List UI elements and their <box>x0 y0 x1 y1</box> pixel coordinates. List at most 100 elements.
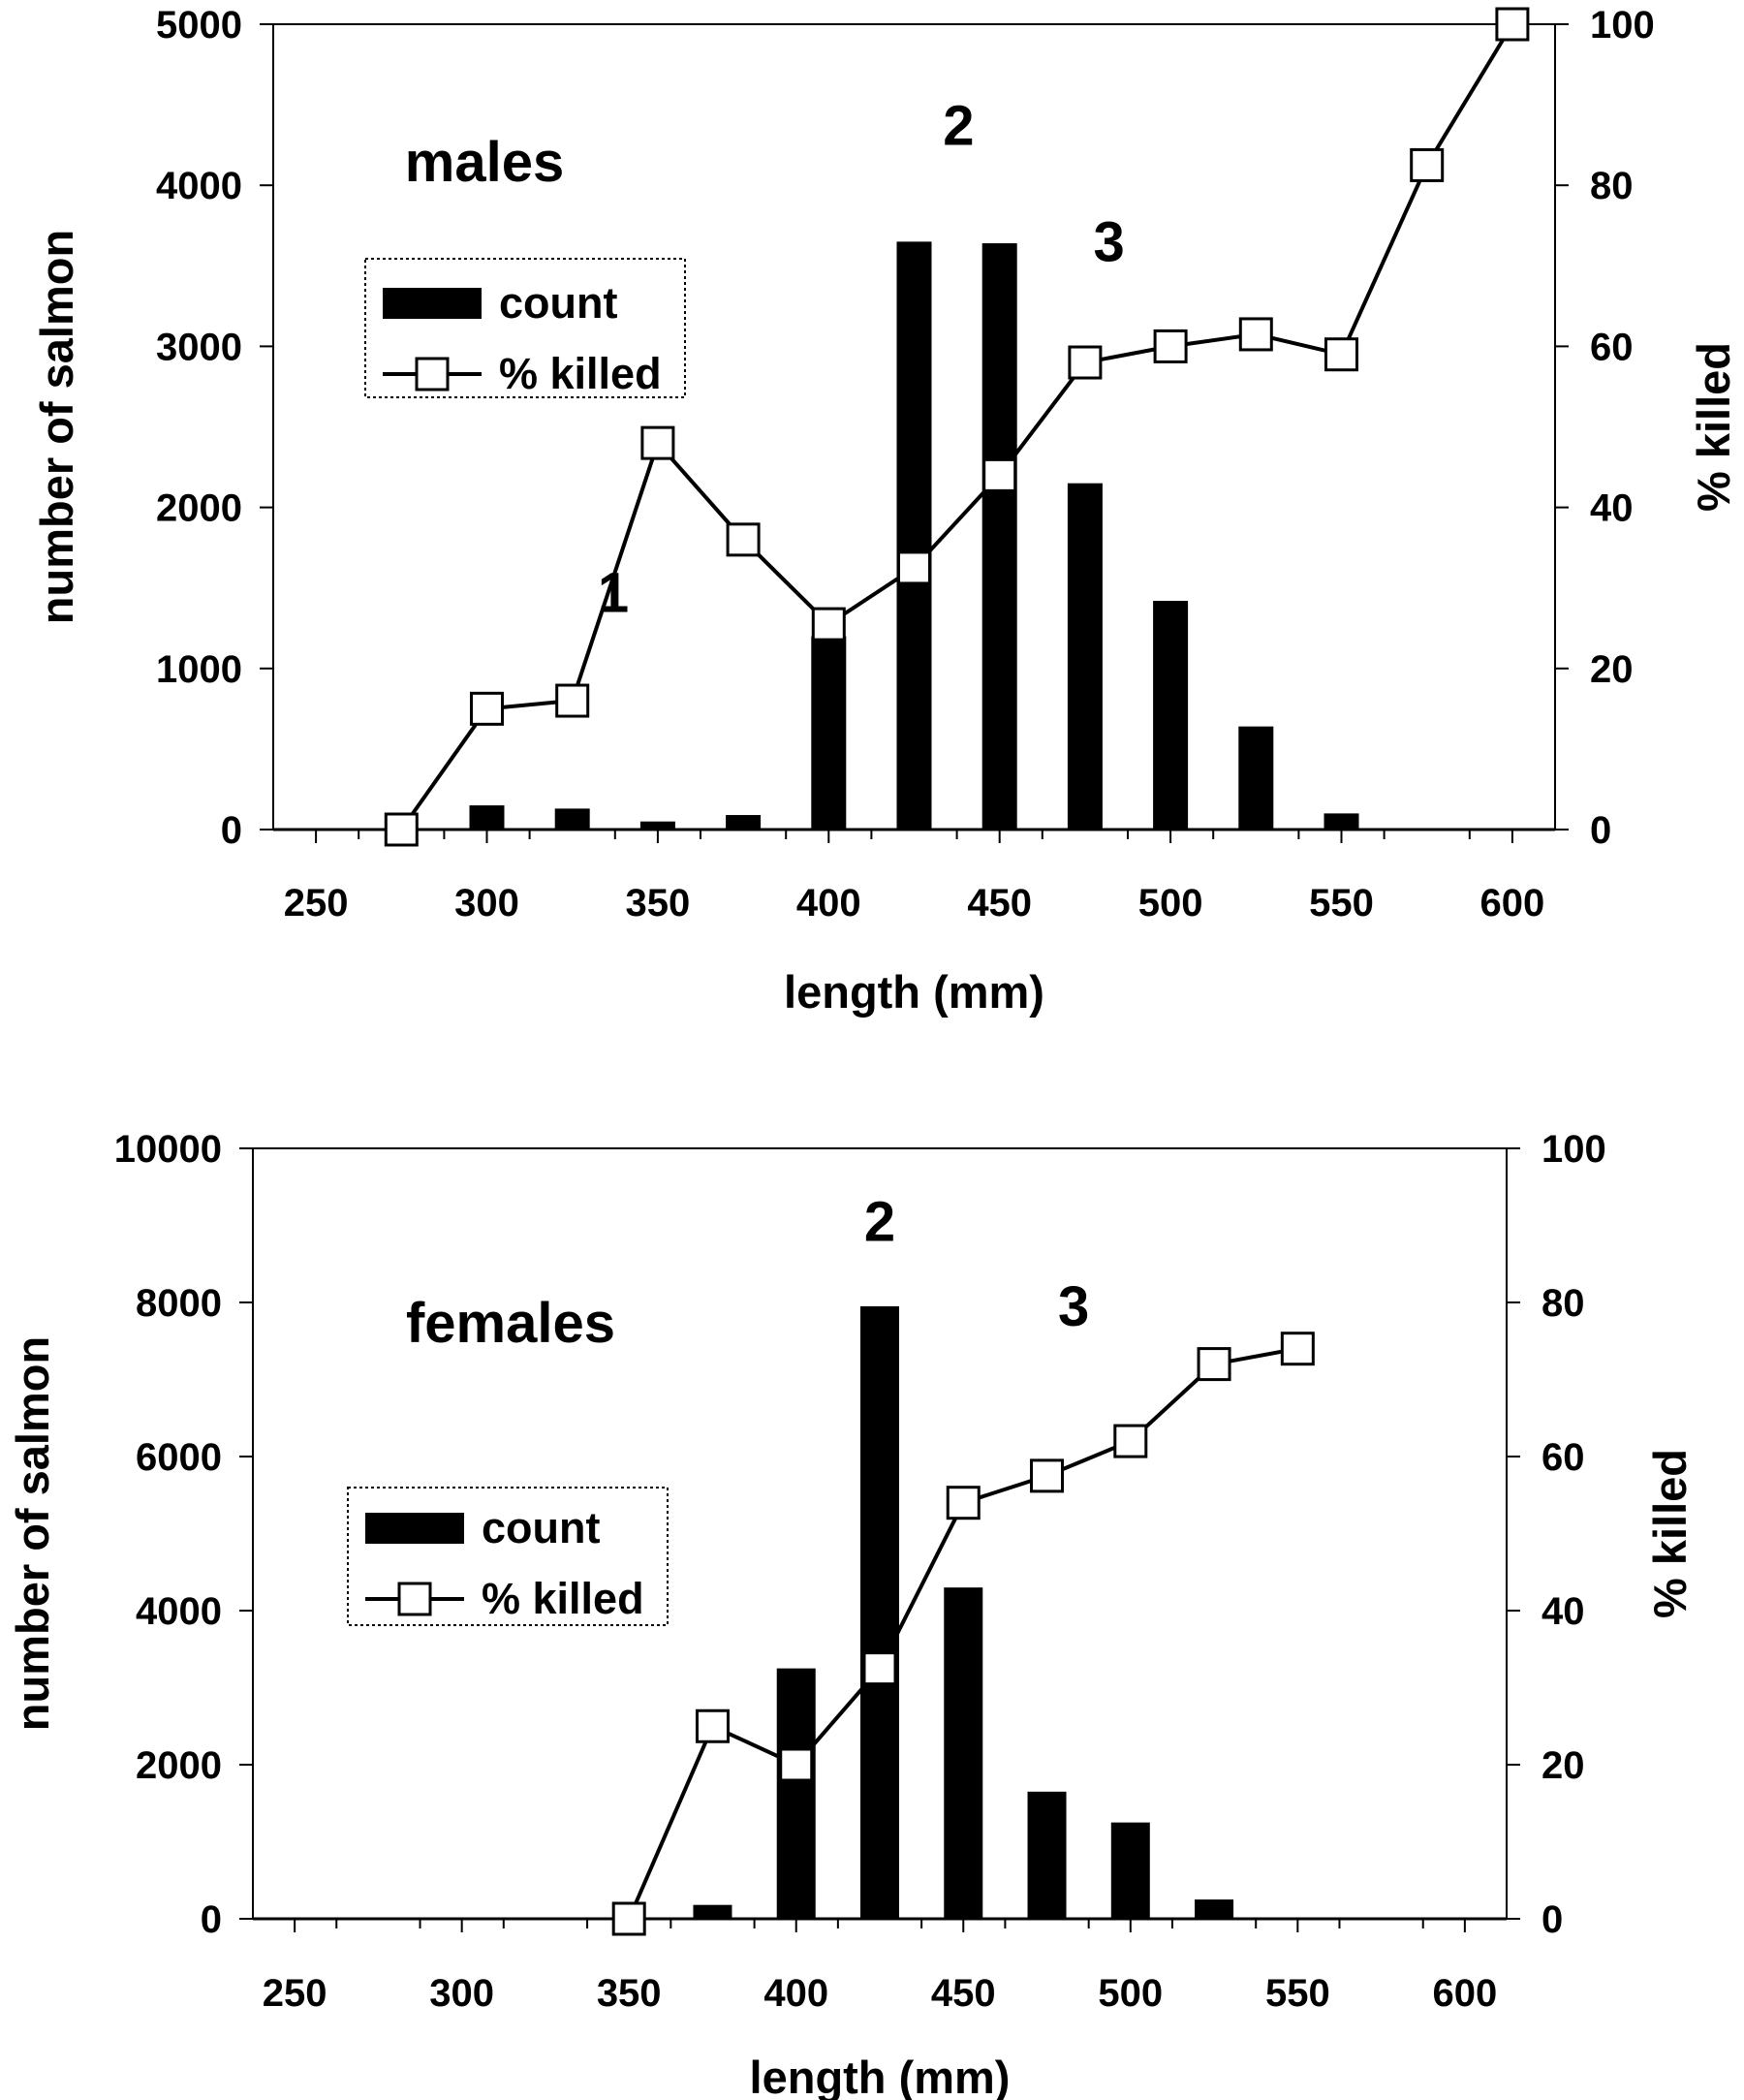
chart2-y-tick-label: 10000 <box>114 1128 222 1171</box>
chart2-killed-marker <box>1280 1332 1315 1366</box>
chart2-y2-tick-label: 80 <box>1542 1282 1585 1325</box>
chart1-x-tick-label: 250 <box>284 882 349 925</box>
chart2-x-tick-label: 500 <box>1098 1972 1163 2015</box>
chart1-bar <box>554 808 590 830</box>
chart1-bar <box>1238 726 1274 830</box>
chart2-x-tick-label: 250 <box>263 1972 327 2015</box>
chart1-killed-marker <box>1153 329 1188 363</box>
chart2-killed-marker <box>1197 1347 1231 1382</box>
chart1-bar <box>639 821 675 830</box>
chart2-bar <box>860 1305 899 1919</box>
chart2-x-tick-label: 350 <box>597 1972 662 2015</box>
chart1-killed-marker <box>1410 147 1445 182</box>
chart1-y2-tick-label: 60 <box>1590 326 1634 368</box>
chart2-legend-count-label: count <box>482 1503 600 1552</box>
chart1-x-tick-label: 450 <box>967 882 1032 925</box>
chart1-y-axis-title: number of salmon <box>31 230 82 624</box>
chart1-legend-count-label: count <box>499 278 617 328</box>
chart1-killed-marker <box>1495 7 1530 42</box>
chart2-x-tick-label: 400 <box>763 1972 828 2015</box>
chart1-y-tick-label: 5000 <box>156 4 242 47</box>
chart2-x-tick-label: 600 <box>1432 1972 1497 2015</box>
chart2-bar <box>1110 1822 1150 1919</box>
chart1-y-tick-label: 3000 <box>156 326 242 368</box>
chart1-x-tick-label: 550 <box>1309 882 1374 925</box>
chart1-killed-marker <box>640 425 675 460</box>
chart1-y-tick-label: 1000 <box>156 648 242 691</box>
chart2-region-label: 2 <box>864 1190 895 1253</box>
chart1-y2-axis-title: % killed <box>1688 342 1739 512</box>
chart2-killed-marker <box>1113 1424 1148 1458</box>
chart1-x-axis-title: length (mm) <box>784 966 1044 1018</box>
chart1-killed-marker <box>897 550 931 585</box>
chart2-killed-marker <box>779 1747 814 1782</box>
chart1-killed-marker <box>384 812 419 847</box>
chart1-killed-marker <box>811 607 846 642</box>
chart1-bar <box>896 241 932 830</box>
chart2-y2-axis-title: % killed <box>1644 1449 1696 1618</box>
chart1-y2-tick-label: 0 <box>1590 809 1611 852</box>
chart1-killed-marker <box>555 683 590 718</box>
chart1-killed-marker <box>982 457 1017 492</box>
chart2-y-axis-title: number of salmon <box>7 1336 58 1731</box>
chart1-bar <box>811 636 847 830</box>
chart2-y2-tick-label: 60 <box>1542 1436 1585 1479</box>
chart1-legend-bar-swatch <box>383 288 482 319</box>
chart2-panel-label: females <box>406 1292 615 1355</box>
chart1-bar <box>726 815 762 830</box>
chart2-y-tick-label: 0 <box>201 1898 222 1941</box>
chart2-bar <box>944 1587 983 1919</box>
chart1-x-tick-label: 600 <box>1480 882 1545 925</box>
chart2-y2-tick-label: 100 <box>1542 1128 1606 1171</box>
chart2-killed-marker <box>1030 1458 1065 1493</box>
chart2-y2-tick-label: 40 <box>1542 1590 1585 1633</box>
chart1-bar <box>981 243 1017 831</box>
chart1-region-label: 2 <box>943 95 974 158</box>
chart1-killed-marker <box>1068 345 1103 380</box>
chart2-y-tick-label: 2000 <box>136 1744 222 1787</box>
chart1-killed-marker <box>470 691 504 726</box>
chart1-y2-tick-label: 20 <box>1590 648 1634 691</box>
chart1-y-tick-label: 0 <box>221 809 242 852</box>
chart1-x-tick-label: 350 <box>626 882 691 925</box>
chart2-x-tick-label: 450 <box>931 1972 996 2015</box>
chart1-region-label: 3 <box>1093 210 1124 273</box>
chart1-region-label: 1 <box>598 562 629 625</box>
chart2-y-tick-label: 8000 <box>136 1282 222 1325</box>
chart2-legend-bar-swatch <box>365 1513 464 1544</box>
chart2-x-tick-label: 550 <box>1265 1972 1330 2015</box>
chart1-bar <box>1067 483 1103 830</box>
chart2-bar <box>693 1904 732 1919</box>
chart1-legend-killed-label: % killed <box>499 349 662 398</box>
chart1-killed-marker <box>726 522 761 557</box>
chart1-panel-label: males <box>405 131 564 194</box>
chart1-killed-marker <box>1324 337 1358 372</box>
chart2-y2-tick-label: 20 <box>1542 1744 1585 1787</box>
chart2-bar <box>1195 1899 1234 1919</box>
chart1-bar <box>1324 813 1359 830</box>
chart2-bar <box>776 1668 816 1919</box>
chart1-bar <box>469 805 505 830</box>
chart1-y2-tick-label: 80 <box>1590 165 1634 207</box>
chart1-bar <box>1153 600 1189 830</box>
chart2-legend-killed-label: % killed <box>482 1574 644 1623</box>
chart1-x-tick-label: 400 <box>796 882 861 925</box>
chart2-killed-marker <box>611 1901 646 1936</box>
chart1-y2-tick-label: 100 <box>1590 4 1655 47</box>
chart1-y2-tick-label: 40 <box>1590 487 1634 530</box>
chart2-killed-marker <box>862 1651 897 1686</box>
chart1-legend-marker-swatch <box>415 357 450 392</box>
chart1-killed-marker <box>1238 317 1273 352</box>
chart2-x-tick-label: 300 <box>429 1972 494 2015</box>
chart1-y-tick-label: 4000 <box>156 165 242 207</box>
chart2-y-tick-label: 6000 <box>136 1436 222 1479</box>
chart2-y-tick-label: 4000 <box>136 1590 222 1633</box>
chart2-bar <box>1027 1791 1067 1919</box>
chart1-x-tick-label: 500 <box>1138 882 1203 925</box>
chart2-legend-marker-swatch <box>397 1582 432 1616</box>
chart2-killed-marker <box>946 1486 981 1520</box>
chart2-x-axis-title: length (mm) <box>750 2052 1011 2100</box>
chart2-region-label: 3 <box>1058 1275 1089 1338</box>
chart1-x-tick-label: 300 <box>454 882 519 925</box>
